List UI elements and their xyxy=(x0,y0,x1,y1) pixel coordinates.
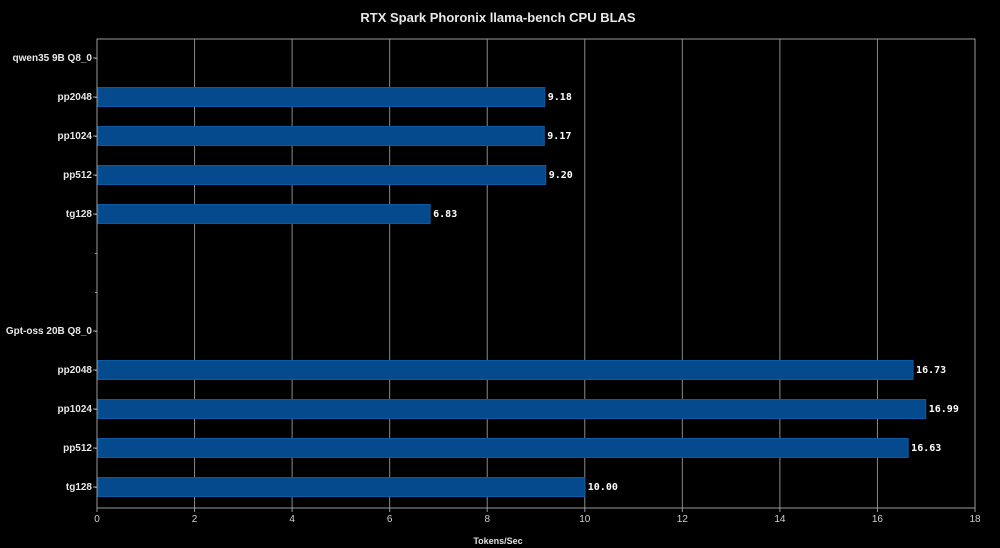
labels: qwen35 9B Q8_0 pp2048 9.18 pp1024 9.17 pp512 9… xyxy=(6,53,959,493)
data-label: 6.83 xyxy=(433,209,457,220)
x-tick-label: 0 xyxy=(94,514,100,525)
category-label: pp512 xyxy=(63,170,92,181)
plot-frame xyxy=(96,38,976,509)
x-tick-label: 14 xyxy=(774,514,786,525)
x-tick-label: 6 xyxy=(387,514,393,525)
bar xyxy=(97,204,431,224)
chart-title: RTX Spark Phoronix llama-bench CPU BLAS xyxy=(360,10,636,25)
x-tick-label: 4 xyxy=(289,514,295,525)
bar xyxy=(97,87,546,107)
data-label: 16.99 xyxy=(929,404,959,415)
data-label: 9.17 xyxy=(547,131,571,142)
x-tick-label: 2 xyxy=(192,514,198,525)
bars xyxy=(97,87,927,497)
bar xyxy=(97,438,909,458)
x-tick-label: 12 xyxy=(677,514,689,525)
data-label: 16.63 xyxy=(911,443,941,454)
x-tick-label: 10 xyxy=(579,514,591,525)
data-label: 16.73 xyxy=(916,365,946,376)
x-axis-label: Tokens/Sec xyxy=(473,536,522,546)
x-tick-label: 16 xyxy=(872,514,884,525)
data-label: 10.00 xyxy=(588,482,618,493)
group-label: qwen35 9B Q8_0 xyxy=(13,53,93,64)
bar xyxy=(97,399,927,419)
bar xyxy=(97,126,545,146)
data-label: 9.18 xyxy=(548,92,572,103)
data-label: 9.20 xyxy=(549,170,573,181)
category-label: pp512 xyxy=(63,443,92,454)
category-label: pp1024 xyxy=(58,404,93,415)
category-label: tg128 xyxy=(66,482,93,493)
category-label: pp2048 xyxy=(58,92,93,103)
x-tick-label: 18 xyxy=(969,514,981,525)
bar xyxy=(97,165,547,185)
x-tick-label: 8 xyxy=(484,514,490,525)
category-label: pp2048 xyxy=(58,365,93,376)
axes: 0 2 4 6 8 10 12 14 16 18 xyxy=(93,57,981,525)
gridlines xyxy=(194,39,878,508)
bar xyxy=(97,360,914,380)
group-label: Gpt-oss 20B Q8_0 xyxy=(6,326,93,337)
category-label: tg128 xyxy=(66,209,93,220)
bar xyxy=(97,477,586,497)
category-label: pp1024 xyxy=(58,131,93,142)
